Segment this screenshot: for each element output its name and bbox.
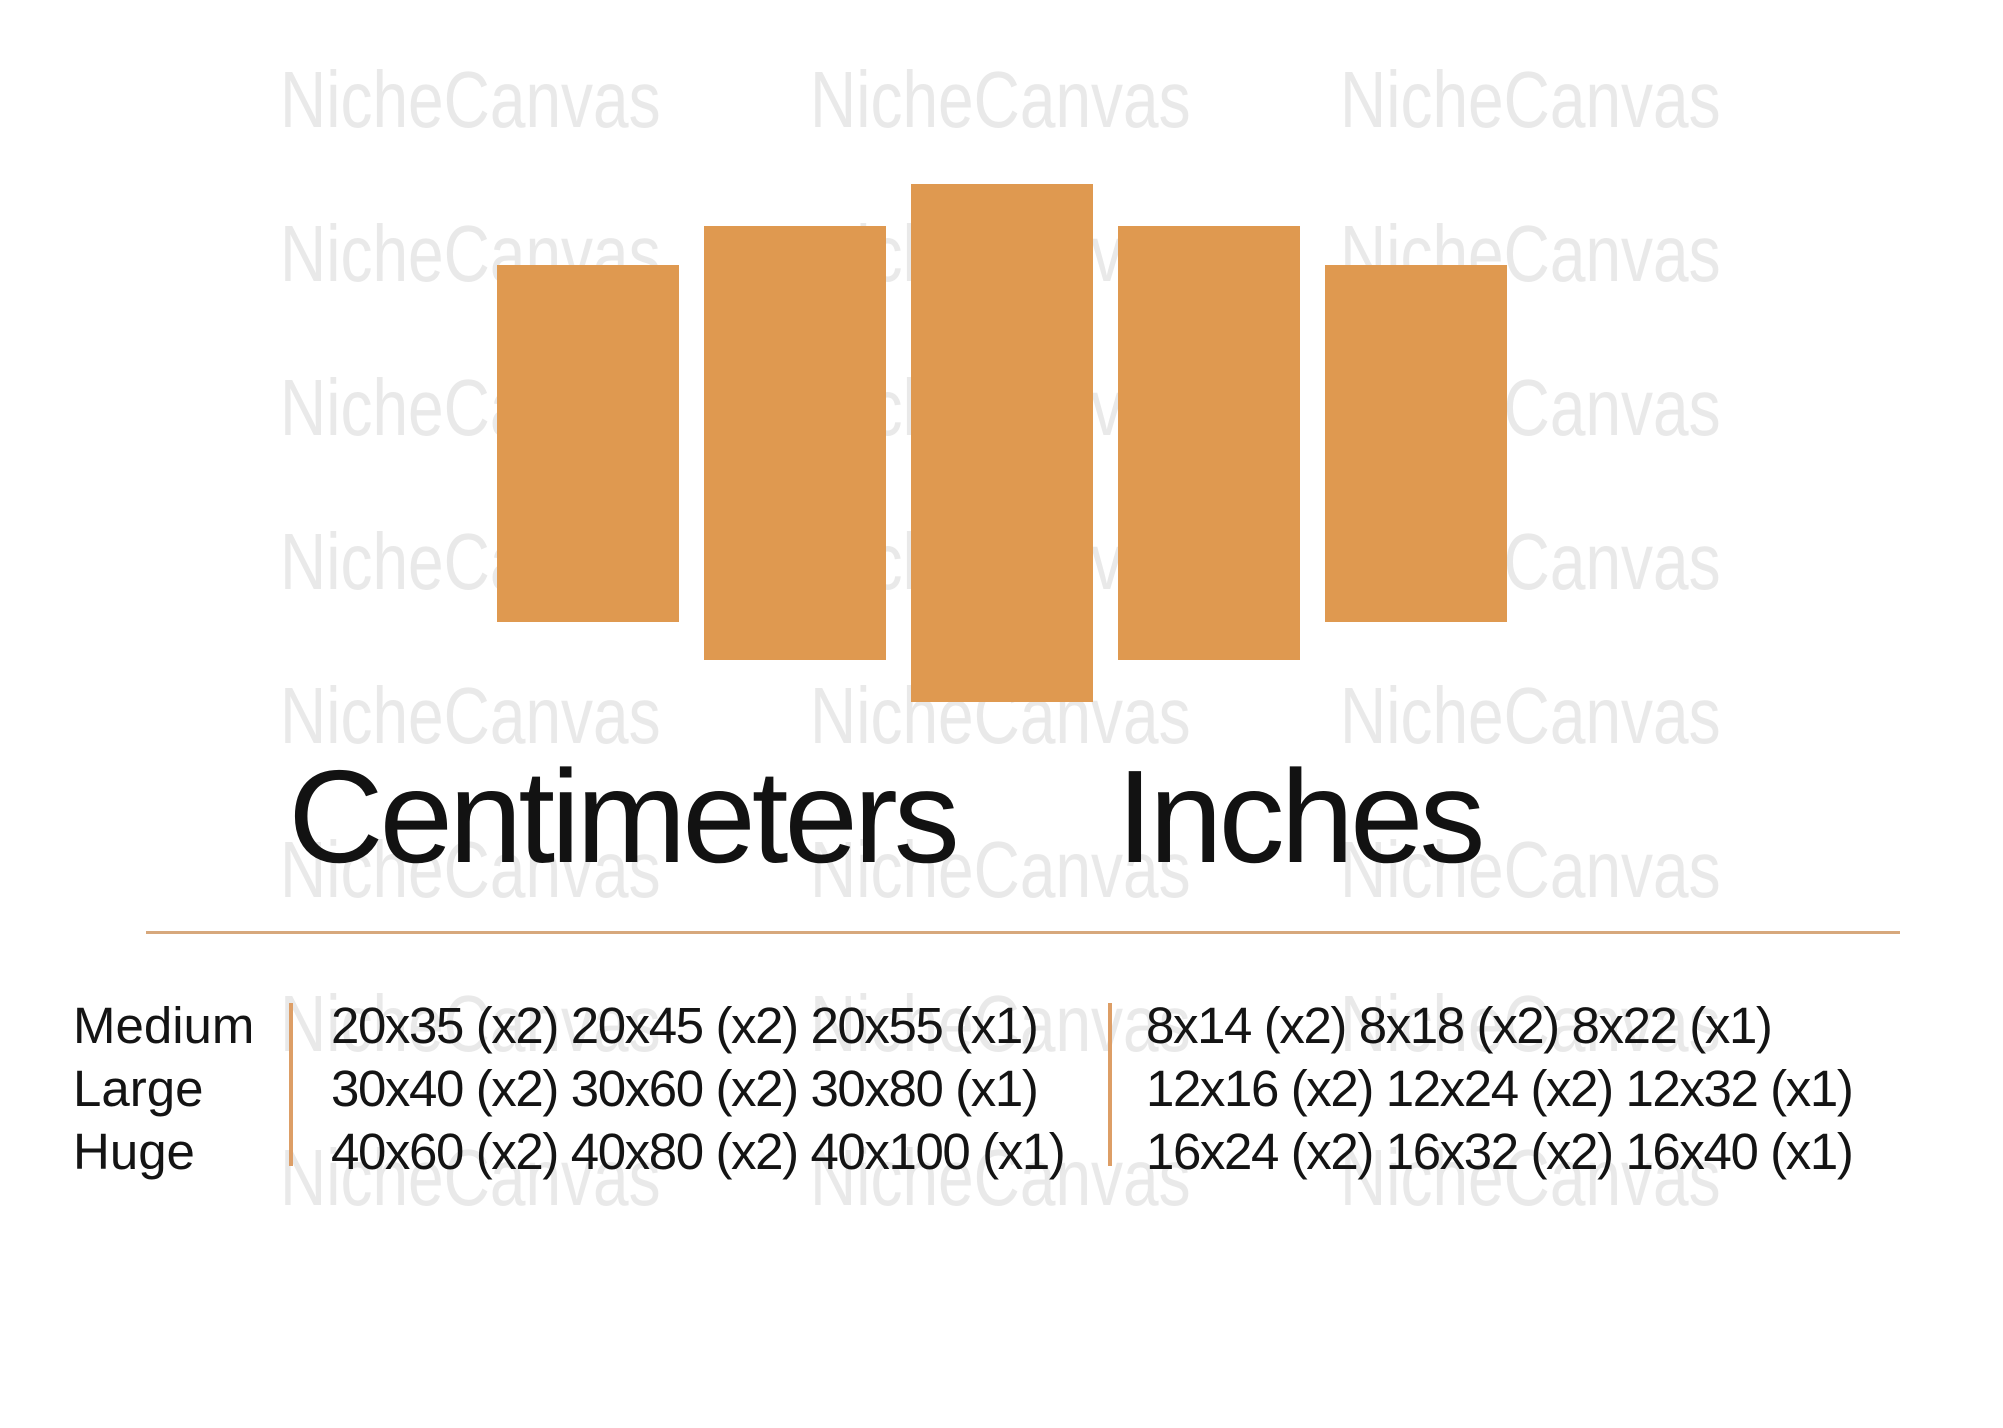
canvas-panel-4 xyxy=(1117,226,1300,660)
medium-cm-sizes: 20x35 (x2) 20x45 (x2) 20x55 (x1) xyxy=(331,997,1039,1054)
size-label-medium: Medium xyxy=(73,997,255,1054)
size-label-large: Large xyxy=(73,1060,204,1117)
inches-header: Inches xyxy=(1116,743,1486,890)
watermark-text: NicheCanvas xyxy=(1340,1133,1721,1222)
watermark-text: NicheCanvas xyxy=(810,1133,1191,1222)
watermark-text: NicheCanvas xyxy=(280,1133,661,1222)
huge-cm-sizes: 40x60 (x2) 40x80 (x2) 40x100 (x1) xyxy=(331,1123,1066,1180)
watermark-text: NicheCanvas xyxy=(1340,55,1721,144)
watermark-text: NicheCanvas xyxy=(280,671,661,760)
watermark-text: NicheCanvas xyxy=(1340,979,1721,1068)
medium-inch-sizes: 8x14 (x2) 8x18 (x2) 8x22 (x1) xyxy=(1146,997,1773,1054)
watermark-text: NicheCanvas xyxy=(280,825,661,914)
panel-preview xyxy=(496,184,1507,702)
header-divider-line xyxy=(146,931,1900,934)
canvas-panel-3 xyxy=(910,184,1093,702)
canvas-panel-1 xyxy=(496,264,679,622)
watermark-text: NicheCanvas xyxy=(1340,671,1721,760)
watermark-text: NicheCanvas xyxy=(810,55,1191,144)
size-label-column: Medium Large Huge xyxy=(73,994,254,1183)
watermark-text: NicheCanvas xyxy=(810,825,1191,914)
watermark-text: NicheCanvas xyxy=(280,55,661,144)
large-cm-sizes: 30x40 (x2) 30x60 (x2) 30x80 (x1) xyxy=(331,1060,1039,1117)
watermark-text: NicheCanvas xyxy=(1340,825,1721,914)
large-inch-sizes: 12x16 (x2) 12x24 (x2) 12x32 (x1) xyxy=(1146,1060,1854,1117)
centimeters-column: 20x35 (x2) 20x45 (x2) 20x55 (x1) 30x40 (… xyxy=(331,994,1066,1183)
labels-separator-line xyxy=(289,1003,293,1166)
size-label-huge: Huge xyxy=(73,1123,195,1180)
inches-column: 8x14 (x2) 8x18 (x2) 8x22 (x1) 12x16 (x2)… xyxy=(1146,994,1854,1183)
canvas-panel-5 xyxy=(1324,264,1507,622)
centimeters-header: Centimeters xyxy=(288,743,960,890)
watermark-text: NicheCanvas xyxy=(810,979,1191,1068)
huge-inch-sizes: 16x24 (x2) 16x32 (x2) 16x40 (x1) xyxy=(1146,1123,1854,1180)
watermark-text: NicheCanvas xyxy=(280,979,661,1068)
canvas-panel-2 xyxy=(703,226,886,660)
units-separator-line xyxy=(1108,1003,1112,1166)
